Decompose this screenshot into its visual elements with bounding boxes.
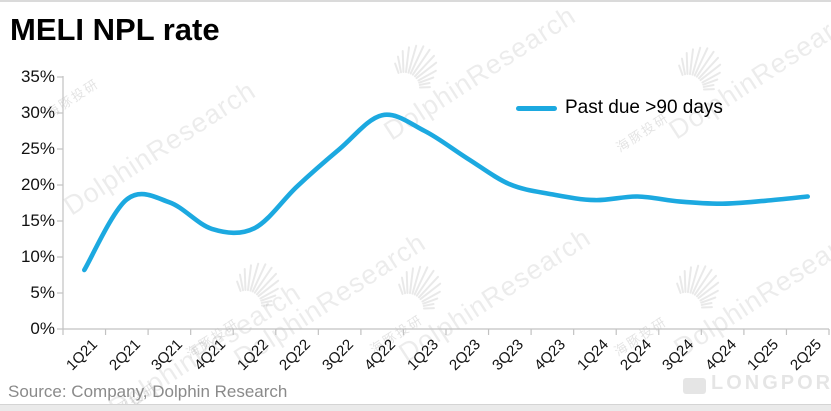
npl-series-line [82,112,810,273]
legend-label: Past due >90 days [565,97,723,118]
bottom-band [0,404,831,411]
longport-logo-icon [683,378,706,394]
legend: Past due >90 days [516,97,723,119]
top-divider [0,0,831,2]
longport-watermark: LONGPORT [711,372,831,394]
source-note: Source: Company, Dolphin Research [8,382,288,401]
legend-line-swatch [516,105,557,111]
chart-title: MELI NPL rate [10,12,220,47]
